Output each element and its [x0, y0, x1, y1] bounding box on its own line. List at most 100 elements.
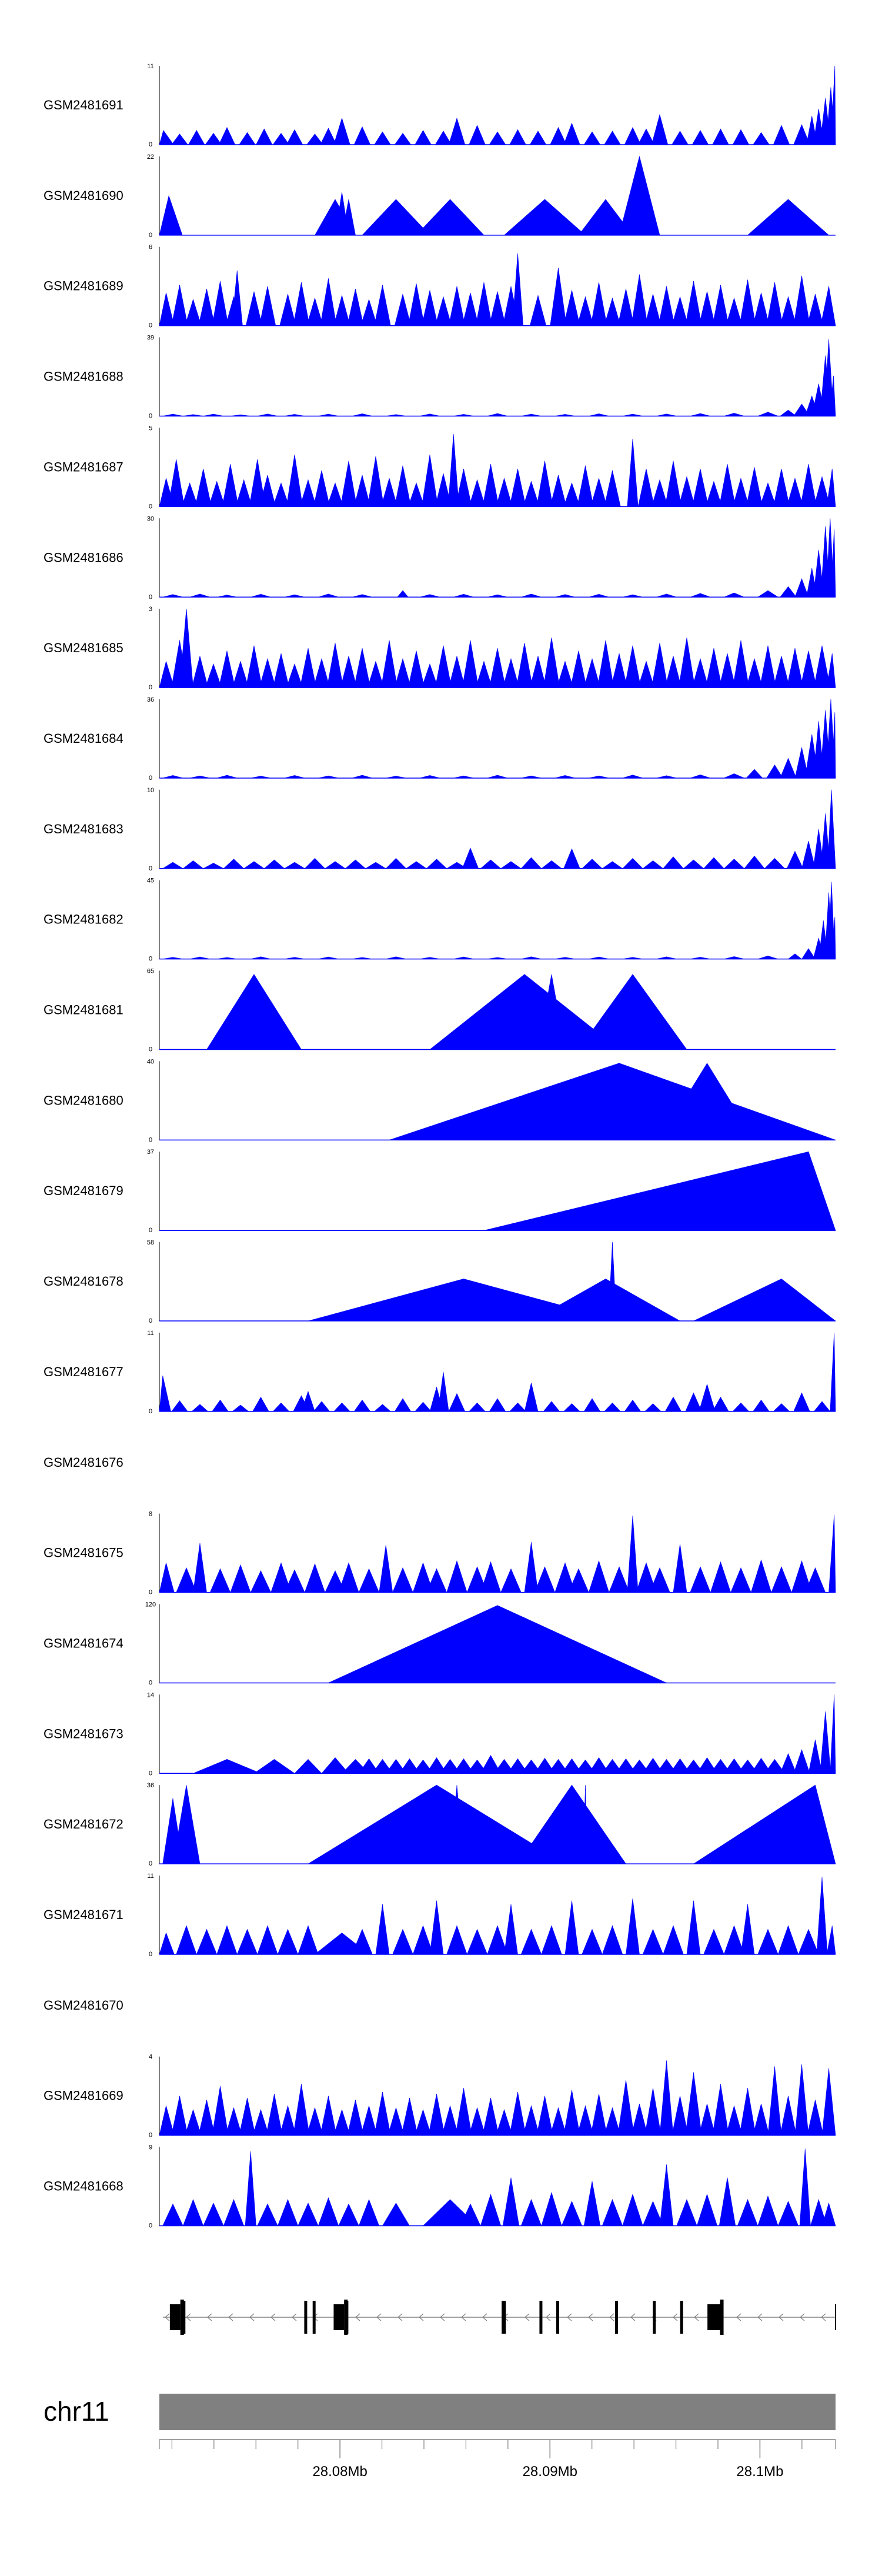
coverage-peak	[198, 289, 215, 326]
y-min-label: 0	[149, 1317, 152, 1324]
exon	[539, 2301, 543, 2334]
coverage-peak	[807, 2100, 824, 2135]
track-GSM2481689: GSM2481689 6 0	[44, 244, 836, 329]
coverage-peak	[469, 125, 486, 145]
coverage-peak	[448, 656, 466, 688]
coverage-peak	[780, 296, 797, 326]
y-min-label: 0	[149, 1046, 152, 1053]
coverage-peak	[516, 643, 533, 688]
chromosome-label: chr11	[44, 2396, 109, 2427]
coverage-peak	[534, 1566, 556, 1593]
y-max-label: 10	[147, 787, 154, 794]
coverage-peak	[362, 199, 430, 236]
coverage-peak	[517, 1784, 627, 1864]
coverage-peak	[171, 2095, 188, 2135]
y-max-label: 58	[147, 1239, 154, 1246]
coverage-peak	[159, 292, 175, 326]
coverage-peak	[780, 586, 797, 598]
coverage-peak	[380, 478, 398, 507]
coverage-peak	[326, 643, 344, 688]
coverage-peak	[504, 1904, 518, 1955]
coverage-peak	[272, 1402, 290, 1412]
coverage-peak	[466, 1928, 488, 1955]
coverage-peak	[693, 1279, 836, 1322]
coverage-peak	[583, 2181, 601, 2226]
coverage-peak	[277, 2199, 299, 2226]
coverage-peak	[723, 859, 745, 869]
coverage-peak	[401, 2097, 418, 2135]
track-GSM2481678: GSM2481678 58 0	[44, 1239, 836, 1324]
coverage-peak	[712, 128, 729, 145]
coverage-peak	[651, 479, 669, 507]
coverage-peak	[780, 758, 797, 779]
coverage-peak	[521, 593, 542, 598]
coverage-peak	[235, 479, 252, 507]
track-label: GSM2481669	[44, 2088, 123, 2103]
track-GSM2481672: GSM2481672 36 0	[44, 1782, 836, 1867]
coverage-peak	[764, 857, 786, 869]
coverage-peak	[263, 859, 285, 869]
track-GSM2481682: GSM2481682 45 0	[44, 877, 836, 963]
y-min-label: 0	[149, 2223, 152, 2230]
coverage-peak	[367, 660, 385, 688]
coverage-peak	[397, 590, 409, 598]
coverage-peak	[753, 132, 770, 145]
coverage-peak	[448, 117, 466, 145]
coverage-peak	[786, 648, 804, 688]
coverage-peak	[382, 2203, 410, 2226]
strand-arrow	[673, 2313, 678, 2321]
coverage-peak	[502, 2177, 520, 2226]
track-GSM2481688: GSM2481688 39 0	[44, 335, 836, 420]
track-GSM2481690: GSM2481690 22 0	[44, 154, 836, 239]
coverage-peak	[691, 658, 709, 688]
coverage-peak	[732, 129, 750, 145]
coverage-peak	[385, 857, 407, 869]
coverage-peak	[446, 1560, 467, 1593]
coverage-peak	[577, 2105, 594, 2135]
coverage-peak	[602, 861, 623, 869]
coverage-peak	[712, 1396, 729, 1412]
y-min-label: 0	[149, 232, 152, 239]
coverage-peak	[659, 2060, 674, 2135]
coverage-peak	[541, 2191, 562, 2226]
coverage-peak	[394, 465, 412, 507]
coverage-peak	[676, 2199, 697, 2226]
coverage-peak	[358, 2199, 380, 2226]
coverage-peak	[298, 2203, 319, 2226]
y-max-label: 45	[147, 877, 154, 885]
coverage-peak	[793, 275, 810, 326]
track-GSM2481675: GSM2481675 8 0	[44, 1511, 836, 1596]
coverage-peak	[604, 1402, 621, 1412]
coverage-peak	[426, 1568, 447, 1593]
coverage-peak	[347, 2100, 364, 2135]
coverage-peak	[746, 769, 763, 779]
y-max-label: 22	[147, 154, 154, 161]
coverage-peak	[780, 1753, 797, 1774]
coverage-peak	[627, 439, 639, 507]
coverage-peak	[800, 463, 817, 507]
coverage-peak	[176, 1925, 197, 1955]
coverage-peak	[415, 1402, 432, 1412]
strand-arrow	[397, 2313, 403, 2321]
coverage-peak	[590, 282, 607, 326]
tick-label: 28.09Mb	[523, 2464, 577, 2480]
coverage-peak	[520, 857, 542, 869]
track-GSM2481674: GSM2481674 120 0	[44, 1601, 836, 1686]
coverage-peak	[182, 860, 204, 869]
coverage-peak	[304, 1563, 326, 1593]
coverage-peak	[502, 658, 520, 688]
coverage-peak	[724, 773, 744, 779]
coverage-peak	[509, 1402, 526, 1412]
y-max-label: 6	[149, 244, 152, 251]
strand-arrow	[355, 2313, 360, 2321]
coverage-peak	[373, 1404, 392, 1412]
coverage-peak	[744, 855, 765, 869]
coverage-peak	[239, 2097, 256, 2135]
coverage-peak	[671, 296, 689, 326]
coverage-peak	[469, 479, 486, 507]
coverage-peak	[209, 1568, 231, 1593]
coverage-peak	[462, 640, 479, 688]
coverage-peak	[483, 1151, 836, 1231]
track-label: GSM2481677	[44, 1364, 123, 1379]
coverage-peak	[543, 1401, 560, 1412]
